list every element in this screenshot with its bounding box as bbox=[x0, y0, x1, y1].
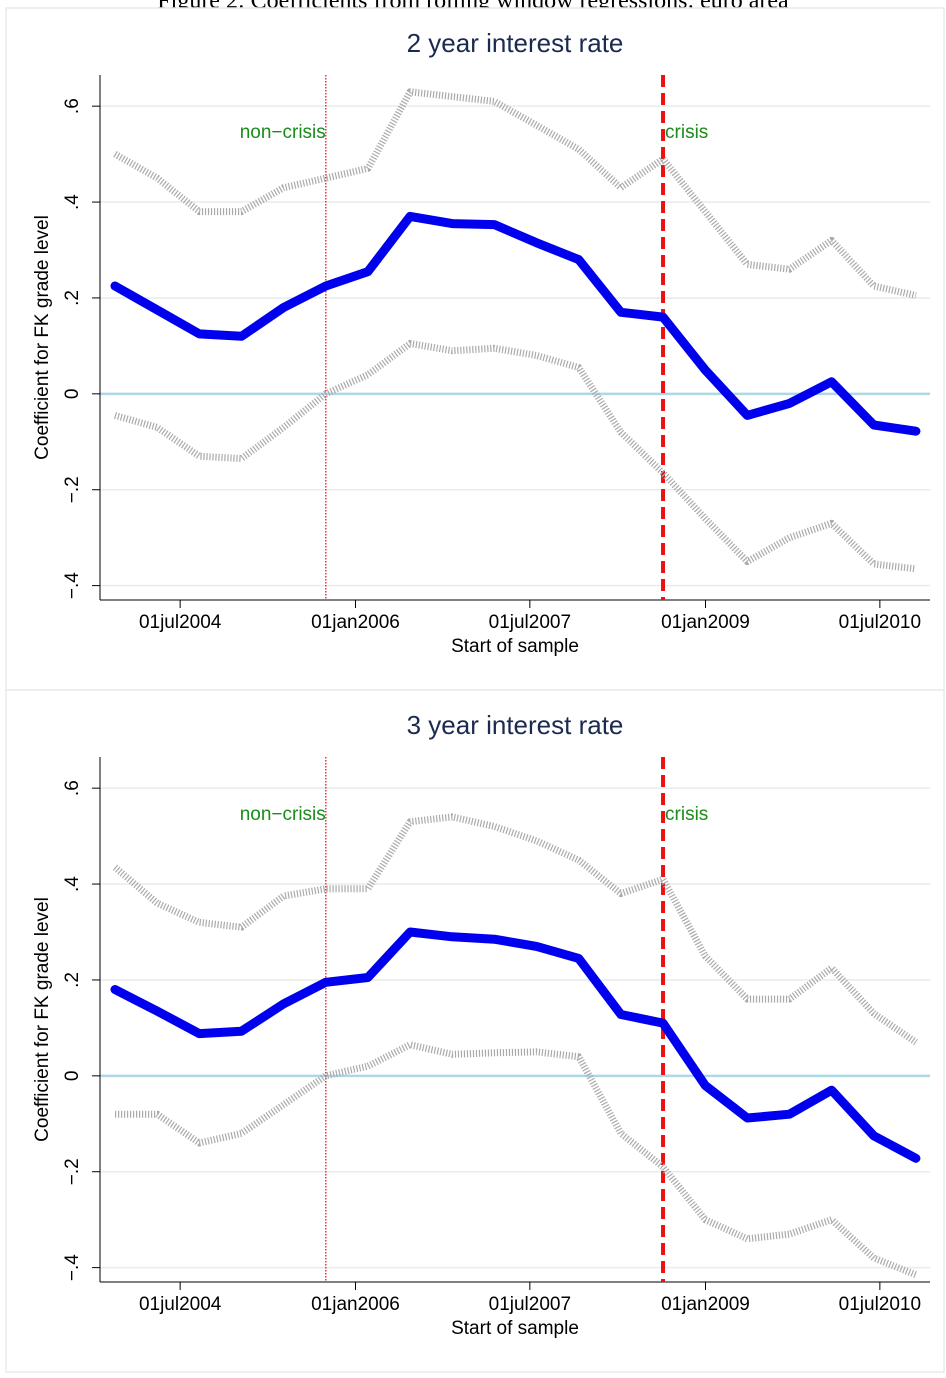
x-axis-title: Start of sample bbox=[451, 1318, 579, 1339]
y-tick-label: .6 bbox=[62, 98, 83, 114]
chart-panel: 3 year interest rate −.4 −.2 0 .2 .4 .6 01jul20… bbox=[5, 689, 945, 1373]
y-axis-title: Coefficient for FK grade level bbox=[32, 897, 53, 1142]
chart-panel: 2 year interest rate −.4 −.2 0 .2 .4 .6 01jul20… bbox=[5, 7, 945, 691]
vline-label: non−crisis bbox=[240, 804, 326, 825]
x-tick-label: 01jan2009 bbox=[661, 1294, 750, 1315]
x-tick-label: 01jul2007 bbox=[489, 612, 571, 633]
vline-label: crisis bbox=[665, 122, 708, 143]
y-tick-label: .2 bbox=[62, 290, 83, 306]
y-tick-label: −.4 bbox=[62, 1254, 83, 1281]
chart-title: 2 year interest rate bbox=[407, 28, 624, 58]
y-axis-title: Coefficient for FK grade level bbox=[32, 215, 53, 460]
chart-title: 3 year interest rate bbox=[407, 710, 624, 740]
y-tick-label: −.2 bbox=[62, 476, 83, 503]
x-tick-label: 01jul2004 bbox=[139, 1294, 222, 1315]
x-tick-label: 01jul2007 bbox=[489, 1294, 571, 1315]
confidence-bound bbox=[115, 1041, 918, 1279]
y-tick-label: 0 bbox=[62, 389, 83, 400]
x-tick-label: 01jul2010 bbox=[839, 1294, 921, 1315]
vline-label: non−crisis bbox=[240, 122, 326, 143]
x-axis-title: Start of sample bbox=[451, 636, 579, 657]
vline-label: crisis bbox=[665, 804, 708, 825]
series-line bbox=[110, 927, 921, 1163]
x-tick-label: 01jan2009 bbox=[661, 612, 750, 633]
y-tick-label: 0 bbox=[62, 1071, 83, 1082]
y-tick-label: −.4 bbox=[62, 572, 83, 599]
y-tick-label: .2 bbox=[62, 972, 83, 988]
x-tick-label: 01jul2010 bbox=[839, 612, 921, 633]
x-tick-label: 01jan2006 bbox=[311, 1294, 400, 1315]
plot-background bbox=[100, 757, 930, 1282]
x-tick-label: 01jan2006 bbox=[311, 612, 400, 633]
x-tick-label: 01jul2004 bbox=[139, 612, 222, 633]
y-tick-label: .4 bbox=[62, 194, 83, 210]
y-tick-label: .6 bbox=[62, 780, 83, 796]
y-tick-label: −.2 bbox=[62, 1158, 83, 1185]
y-tick-label: .4 bbox=[62, 876, 83, 892]
confidence-bound bbox=[112, 813, 918, 1046]
series-line bbox=[110, 211, 921, 436]
